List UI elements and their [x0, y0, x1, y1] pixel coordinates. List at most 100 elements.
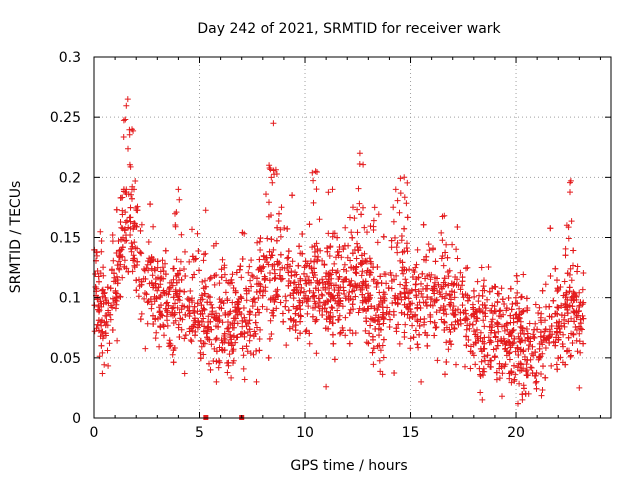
data-point: [512, 371, 519, 378]
data-point: [202, 250, 209, 257]
data-point: [246, 326, 253, 333]
data-point: [197, 349, 204, 356]
data-point: [367, 322, 374, 329]
data-point: [367, 269, 374, 276]
data-point: [259, 303, 266, 310]
data-point: [407, 335, 414, 342]
data-point: [131, 220, 138, 227]
data-point: [96, 353, 103, 360]
data-point: [265, 213, 272, 220]
data-point: [312, 168, 319, 175]
data-point: [354, 229, 361, 236]
data-point: [580, 340, 587, 347]
data-point: [407, 306, 414, 313]
data-point: [103, 299, 110, 306]
data-point: [154, 287, 161, 294]
data-point: [105, 307, 112, 314]
data-point: [440, 303, 447, 309]
data-point: [229, 271, 236, 278]
data-point: [329, 267, 336, 274]
data-point: [138, 250, 145, 257]
data-point: [170, 304, 177, 311]
data-point: [578, 326, 585, 333]
data-point: [568, 352, 574, 359]
data-point: [256, 309, 263, 316]
data-point: [509, 327, 516, 334]
data-point: [538, 310, 545, 317]
data-point: [467, 365, 474, 372]
data-point: [309, 244, 316, 251]
data-point: [358, 261, 365, 268]
data-point: [477, 389, 484, 396]
y-axis-label: SRMTID / TECUs: [8, 181, 24, 294]
data-point: [507, 319, 514, 326]
data-point: [234, 334, 241, 341]
data-point: [414, 305, 421, 312]
data-point: [293, 284, 300, 291]
data-point: [518, 293, 525, 300]
data-point: [209, 304, 216, 311]
data-point: [106, 340, 113, 347]
data-point: [511, 362, 517, 369]
data-point: [505, 295, 512, 301]
data-point: [399, 249, 406, 256]
data-point: [158, 302, 164, 309]
data-point: [336, 244, 343, 250]
data-point: [573, 337, 580, 344]
data-point: [480, 283, 487, 290]
data-point: [114, 280, 121, 287]
data-point: [125, 268, 132, 275]
data-point: [425, 241, 432, 248]
data-point: [208, 326, 215, 333]
data-point: [496, 360, 503, 367]
data-point: [392, 299, 399, 306]
data-point: [501, 301, 508, 307]
data-point: [239, 323, 246, 330]
data-point: [347, 282, 354, 289]
data-point: [323, 383, 330, 390]
data-point: [376, 321, 383, 328]
data-point: [562, 245, 569, 252]
data-point: [288, 316, 295, 323]
data-point: [148, 279, 155, 286]
data-point: [477, 373, 484, 379]
data-point: [273, 237, 280, 244]
data-point: [359, 291, 366, 298]
data-point: [204, 325, 211, 332]
data-point: [440, 279, 447, 286]
data-point: [306, 221, 313, 228]
data-point: [448, 288, 455, 295]
data-point: [330, 230, 337, 237]
data-point: [114, 273, 120, 280]
data-point: [261, 273, 268, 280]
data-point: [330, 295, 337, 302]
data-point: [95, 327, 102, 334]
y-tick-label: 0.15: [50, 231, 81, 247]
data-point: [501, 338, 508, 345]
data-point: [241, 314, 248, 321]
data-point: [162, 247, 169, 254]
data-point: [124, 217, 130, 224]
data-point: [470, 306, 477, 313]
data-point: [187, 337, 194, 343]
data-point: [415, 344, 422, 351]
data-point: [433, 309, 440, 316]
data-point: [366, 255, 373, 262]
data-point: [398, 296, 405, 303]
data-point: [349, 301, 356, 308]
data-point: [280, 318, 287, 325]
data-point: [577, 320, 584, 327]
data-point: [481, 277, 487, 284]
data-point: [381, 291, 388, 298]
data-point: [100, 272, 107, 279]
data-point: [480, 309, 486, 316]
data-point: [394, 240, 401, 246]
data-point: [348, 264, 355, 271]
data-point: [122, 238, 128, 244]
data-point: [138, 310, 145, 317]
data-point: [158, 275, 165, 282]
data-point: [413, 292, 420, 299]
data-point: [306, 340, 313, 347]
data-point: [391, 295, 398, 302]
data-point: [270, 246, 277, 253]
